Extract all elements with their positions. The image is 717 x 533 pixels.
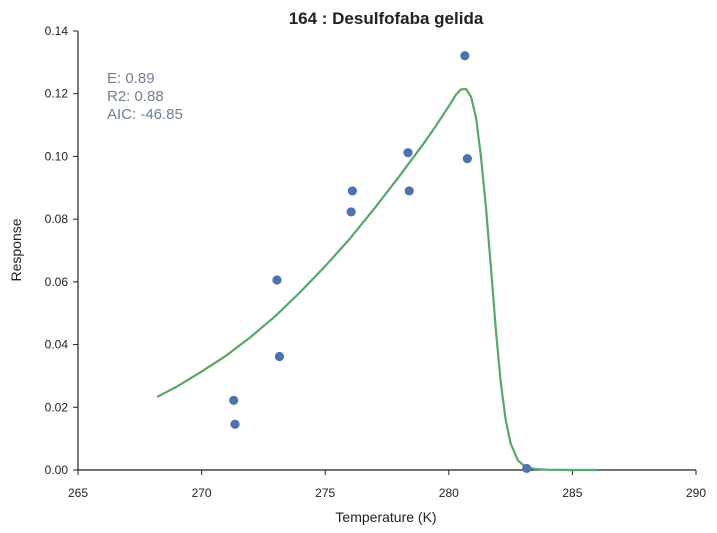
annotations: E: 0.89 R2: 0.88 AIC: -46.85 xyxy=(107,70,183,123)
annotation-aic: AIC: -46.85 xyxy=(107,106,183,123)
data-point xyxy=(346,207,356,217)
data-point xyxy=(347,186,357,196)
data-point xyxy=(229,395,239,405)
y-axis-label: Response xyxy=(8,218,24,281)
annotation-e: E: 0.89 xyxy=(107,70,155,87)
data-point xyxy=(522,463,532,474)
axes: 265 270 275 280 285 290 0.00 0.02 0.04 0.06 0.08 0.… xyxy=(45,24,707,500)
y-tick-label: 0.06 xyxy=(45,275,69,289)
annotation-r2: R2: 0.88 xyxy=(107,88,164,105)
data-point xyxy=(404,186,414,196)
x-axis-label: Temperature (K) xyxy=(335,509,436,525)
y-tick-label: 0.10 xyxy=(45,149,69,163)
data-point xyxy=(272,275,282,285)
fit-line-group xyxy=(156,87,598,472)
y-tick-label: 0.04 xyxy=(45,338,69,352)
fit-curve xyxy=(156,87,598,472)
data-point xyxy=(274,351,285,362)
x-tick-label: 265 xyxy=(68,486,88,500)
points-group xyxy=(229,51,532,474)
x-tick-label: 275 xyxy=(315,486,335,500)
y-tick-label: 0.02 xyxy=(45,400,69,414)
x-tick-label: 270 xyxy=(192,486,212,500)
x-tick-label: 285 xyxy=(562,486,582,500)
data-point xyxy=(230,419,240,429)
data-point xyxy=(460,51,470,61)
chart-title: 164 : Desulfofaba gelida xyxy=(289,9,484,28)
data-point xyxy=(462,154,472,164)
x-tick-label: 280 xyxy=(439,486,459,500)
x-tick-label: 290 xyxy=(686,486,706,500)
y-tick-label: 0.08 xyxy=(45,212,69,226)
y-tick-label: 0.12 xyxy=(45,87,69,101)
y-tick-label: 0.14 xyxy=(45,24,69,38)
y-tick-label: 0.00 xyxy=(45,463,69,477)
data-point xyxy=(403,148,413,158)
